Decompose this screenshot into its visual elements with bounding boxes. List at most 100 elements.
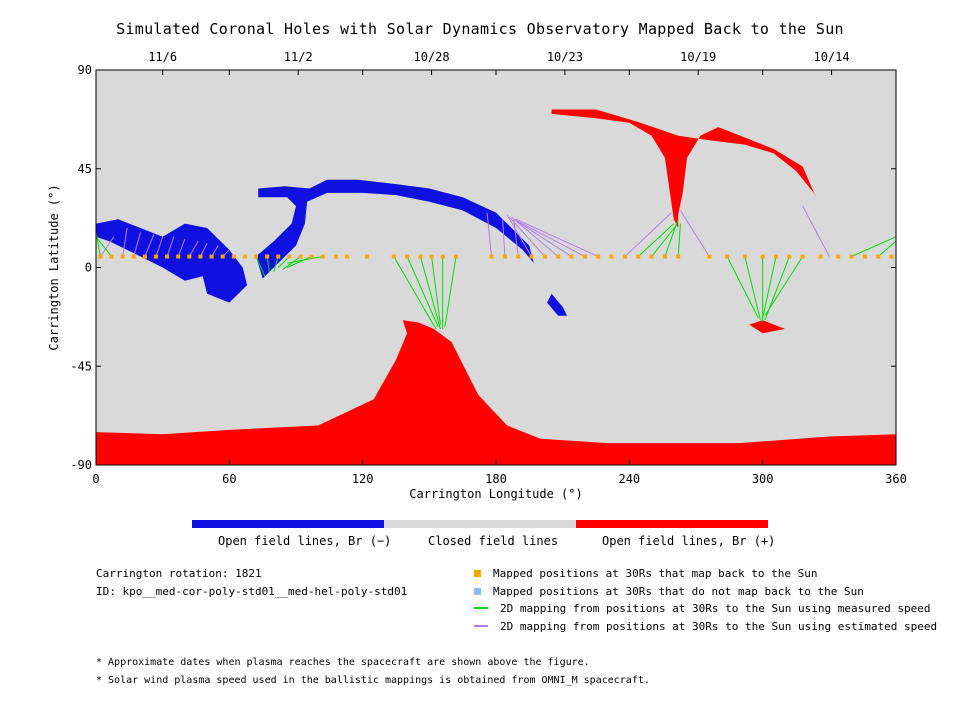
x-axis-title: Carrington Longitude (°) (409, 487, 582, 501)
colorbar-open-positive (576, 520, 768, 528)
open-negative-region (547, 293, 568, 316)
estimated-mapping-line (513, 218, 572, 257)
mapped-position-marker (582, 254, 587, 259)
y-tick-label: -90 (70, 458, 92, 472)
chart-title: Simulated Coronal Holes with Solar Dynam… (116, 20, 844, 38)
mapped-position-marker (265, 254, 270, 259)
mapped-position-marker (209, 254, 214, 259)
mapped-position-marker (596, 254, 601, 259)
mapped-position-marker (154, 254, 158, 259)
colorbar-label-closed: Closed field lines (428, 534, 559, 548)
estimated-mapping-line (508, 216, 546, 257)
footnote-dates: * Approximate dates when plasma reaches … (96, 657, 590, 668)
estimated-mapping-line (513, 219, 519, 257)
measured-mapping-line (273, 256, 279, 273)
x-tick-label: 120 (352, 472, 374, 486)
open-positive-region (96, 320, 896, 465)
mapped-position-marker (649, 254, 654, 259)
x-tick-label: 360 (885, 472, 907, 486)
carrington-rotation: Carrington rotation: 1821 (96, 567, 262, 580)
mapped-position-marker (889, 254, 894, 259)
y-tick-label: 0 (85, 261, 92, 275)
mapped-position-marker (529, 254, 534, 259)
mapped-position-marker (220, 254, 225, 259)
legend-estimated-label: 2D mapping from positions at 30Rs to the… (500, 619, 938, 633)
coronal-hole-map: 0 60 120 180 240 300 360 90 45 0 -45 -90 11/6 11/2 10/… (47, 50, 907, 501)
x-tick-label: 60 (222, 472, 236, 486)
date-tick-label: 10/19 (680, 50, 716, 64)
mapped-marker-icon (474, 569, 481, 577)
measured-mapping-line (851, 236, 897, 257)
legend-not-mapped-label: Mapped positions at 30Rs that do not map… (493, 584, 864, 598)
mapped-position-marker (198, 254, 203, 259)
legend-measured-label: 2D mapping from positions at 30Rs to the… (500, 601, 931, 615)
mapped-position-marker (725, 254, 730, 259)
mapped-position-marker (636, 254, 641, 259)
date-tick-label: 11/6 (148, 50, 177, 64)
mapped-position-marker (254, 254, 258, 259)
open-positive-region (551, 109, 816, 228)
measured-mapping-line (286, 256, 312, 268)
measured-mapping-line (764, 256, 804, 317)
mapped-position-marker (429, 254, 434, 259)
open-negative-region (256, 179, 534, 279)
mapped-position-marker (287, 254, 292, 259)
y-tick-label: -45 (70, 359, 92, 373)
footnote-speed: * Solar wind plasma speed used in the ba… (96, 675, 650, 686)
measured-mapping-line (95, 236, 112, 257)
mapped-position-marker (800, 254, 805, 259)
mapped-position-marker (405, 254, 410, 259)
mapped-position-marker (109, 254, 114, 259)
measured-mapping-line (744, 256, 761, 321)
mapped-position-marker (120, 254, 125, 259)
mapped-position-marker (502, 254, 507, 259)
legend-estimated: 2D mapping from positions at 30Rs to the… (474, 619, 937, 633)
mapped-position-marker (849, 254, 854, 259)
measured-mapping-line (266, 256, 270, 272)
estimated-mapping-line (515, 218, 599, 257)
mapped-position-marker (862, 254, 867, 259)
mapped-position-marker (142, 254, 147, 259)
measured-mapping-line (637, 223, 675, 257)
mapped-position-marker (391, 254, 396, 259)
y-tick-label: 90 (78, 63, 92, 77)
estimated-mapping-line (133, 232, 141, 257)
measured-mapping-line (255, 256, 266, 277)
mapped-position-marker (345, 254, 350, 259)
mapped-position-marker (818, 254, 823, 259)
open-positive-region (749, 320, 801, 334)
mapped-position-marker (98, 254, 103, 259)
estimated-mapping-line (122, 227, 128, 257)
mapped-position-marker (542, 254, 547, 259)
y-tick-label: 45 (78, 162, 92, 176)
measured-mapping-line (287, 256, 323, 264)
mapped-position-marker (187, 254, 192, 259)
mapped-position-marker (418, 254, 423, 259)
mapped-position-marker (276, 254, 281, 259)
mapped-position-marker (440, 254, 445, 259)
measured-mapping-line (762, 256, 777, 319)
x-tick-label: 180 (485, 472, 507, 486)
measured-mapping-line (726, 256, 759, 319)
mapped-position-marker (662, 254, 667, 259)
estimated-mapping-line (188, 240, 199, 257)
mapped-position-marker (707, 254, 712, 259)
measured-mapping-line (282, 256, 301, 271)
mapped-position-marker (569, 254, 574, 259)
colorbar-closed (384, 520, 576, 528)
mapped-position-marker (556, 254, 561, 259)
measured-mapping-line (419, 256, 441, 330)
legend-not-mapped: Mapped positions at 30Rs that do not map… (474, 584, 864, 598)
measured-mapping-line (664, 219, 679, 257)
measured-mapping-line (651, 225, 677, 257)
x-tick-label: 0 (92, 472, 99, 486)
estimated-mapping-line (100, 236, 115, 257)
mapped-position-marker (676, 254, 681, 259)
estimated-mapping-line (511, 216, 559, 257)
open-negative-region (96, 219, 248, 303)
estimated-mapping-line (199, 243, 208, 257)
estimated-line-icon (474, 625, 488, 627)
mapped-position-marker (334, 254, 338, 259)
mapped-position-marker (165, 254, 170, 259)
mapped-position-marker (454, 254, 458, 259)
